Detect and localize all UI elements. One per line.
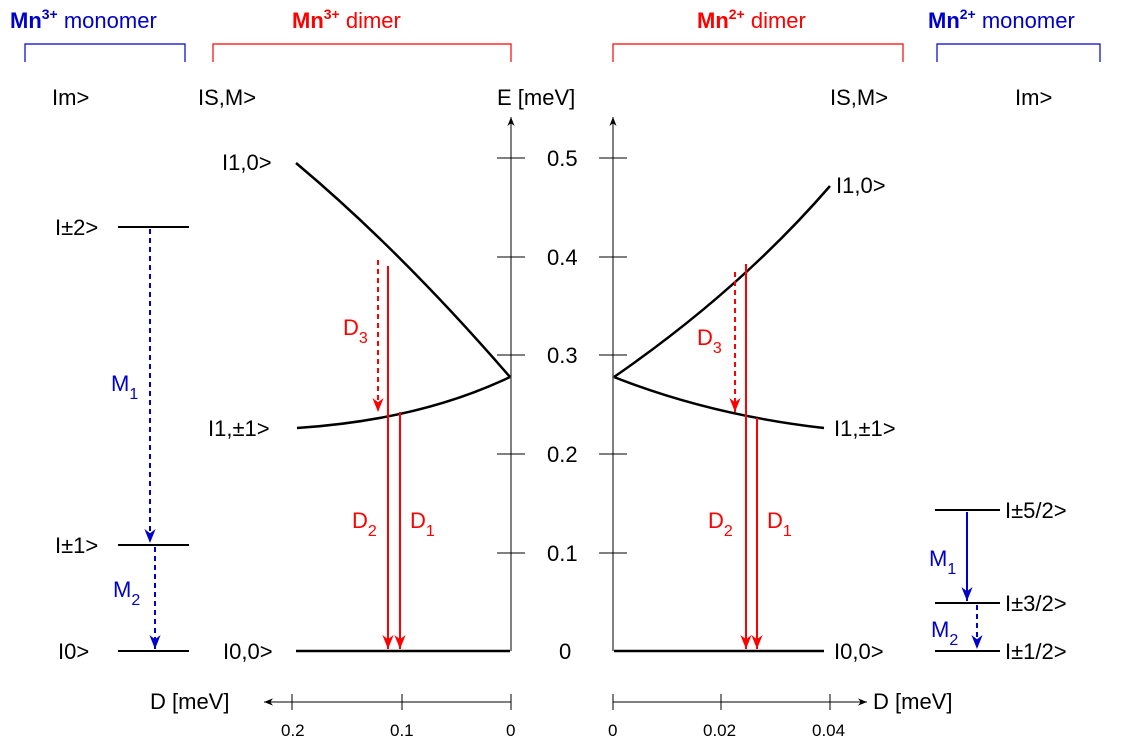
level-label-0: I0> xyxy=(58,639,89,664)
energy-tick-0.1: 0.1 xyxy=(547,541,578,566)
d-axis-left: D [meV] 0.2 0.1 0 xyxy=(150,689,515,740)
level-label-0-0-right: I0,0> xyxy=(834,639,884,664)
column-label-sm-left: IS,M> xyxy=(198,85,256,110)
d-axis-right: D [meV] 0 0.02 0.04 xyxy=(608,689,952,740)
transition-d3-label-left: D3 xyxy=(343,315,368,347)
header-mn2-monomer: Mn2+ monomer xyxy=(928,6,1101,62)
column-label-m-right: Im> xyxy=(1015,85,1052,110)
curve-s1-m0-left xyxy=(295,162,511,378)
d-axis-label-left: D [meV] xyxy=(150,689,229,714)
level-label-pm3-2: I±3/2> xyxy=(1005,591,1067,616)
energy-axis-left xyxy=(497,117,525,651)
energy-tick-0.2: 0.2 xyxy=(547,442,578,467)
transition-m2-label-right: M2 xyxy=(931,617,958,649)
right-dimer-curves: I1,0> I1,±1> I0,0> xyxy=(613,173,896,664)
energy-tick-0.3: 0.3 xyxy=(547,343,578,368)
svg-text:Mn2+ dimer: Mn2+ dimer xyxy=(697,6,806,33)
curve-s1-m1-right xyxy=(613,375,825,430)
level-label-pm1: I±1> xyxy=(55,533,98,558)
d-tick-0-right: 0 xyxy=(608,721,617,740)
transition-d1-label-right: D1 xyxy=(767,508,792,540)
header-bracket xyxy=(612,43,904,62)
transition-m1-label-right: M1 xyxy=(929,546,956,578)
level-label-0-0-left: I0,0> xyxy=(223,639,273,664)
curve-s1-m1-left xyxy=(296,375,511,430)
d-tick-0.04: 0.04 xyxy=(812,721,845,740)
transition-d2-label-left: D2 xyxy=(352,508,377,540)
header-bracket xyxy=(212,43,512,62)
energy-axis-right xyxy=(599,117,627,651)
transition-d3-label-right: D3 xyxy=(697,325,722,357)
energy-tick-0: 0 xyxy=(559,639,571,664)
svg-text:Mn3+ monomer: Mn3+ monomer xyxy=(10,6,157,33)
column-label-sm-right: IS,M> xyxy=(830,85,888,110)
energy-tick-labels: 0 0.1 0.2 0.3 0.4 0.5 xyxy=(547,146,578,664)
curve-s1-m0-right xyxy=(613,185,831,379)
level-label-pm1-2: I±1/2> xyxy=(1005,639,1067,664)
transition-m1-label: M1 xyxy=(111,371,138,403)
right-monomer-transitions: M1 M2 xyxy=(929,512,983,649)
right-monomer-levels: I±5/2> I±3/2> I±1/2> xyxy=(935,498,1067,664)
level-label-1-pm1-left: I1,±1> xyxy=(208,416,270,441)
left-monomer-transitions: M1 M2 xyxy=(111,229,161,649)
level-label-pm2: I±2> xyxy=(55,215,98,240)
left-dimer-transitions: D3 D2 D1 xyxy=(343,260,435,649)
level-label-1-0-right: I1,0> xyxy=(836,173,886,198)
d-tick-0-left: 0 xyxy=(506,721,515,740)
d-tick-0.02: 0.02 xyxy=(703,721,736,740)
header-mn3-monomer: Mn3+ monomer xyxy=(10,6,186,62)
transition-m2-label: M2 xyxy=(113,577,140,609)
transition-d2-label-right: D2 xyxy=(708,508,733,540)
header-bracket xyxy=(24,43,186,62)
d-axis-label-right: D [meV] xyxy=(873,689,952,714)
level-label-pm5-2: I±5/2> xyxy=(1005,498,1067,523)
left-dimer-curves: I1,0> I1,±1> I0,0> xyxy=(208,150,511,664)
header-mn2-dimer: Mn2+ dimer xyxy=(612,6,904,62)
column-label-energy: E [meV] xyxy=(497,85,575,110)
header-bracket xyxy=(936,43,1101,62)
energy-tick-0.4: 0.4 xyxy=(547,245,578,270)
right-dimer-transitions: D3 D2 D1 xyxy=(697,264,792,649)
energy-tick-0.5: 0.5 xyxy=(547,146,578,171)
header-mn3-dimer: Mn3+ dimer xyxy=(212,6,512,62)
column-label-m-left: Im> xyxy=(52,85,89,110)
svg-text:Mn3+ dimer: Mn3+ dimer xyxy=(292,6,401,33)
level-label-1-pm1-right: I1,±1> xyxy=(834,416,896,441)
transition-d1-label-left: D1 xyxy=(410,508,435,540)
left-monomer-levels: I±2> I±1> I0> xyxy=(55,215,189,664)
level-label-1-0-left: I1,0> xyxy=(222,150,272,175)
d-tick-0.1: 0.1 xyxy=(390,721,414,740)
svg-text:Mn2+ monomer: Mn2+ monomer xyxy=(928,6,1075,33)
d-tick-0.2: 0.2 xyxy=(281,721,305,740)
